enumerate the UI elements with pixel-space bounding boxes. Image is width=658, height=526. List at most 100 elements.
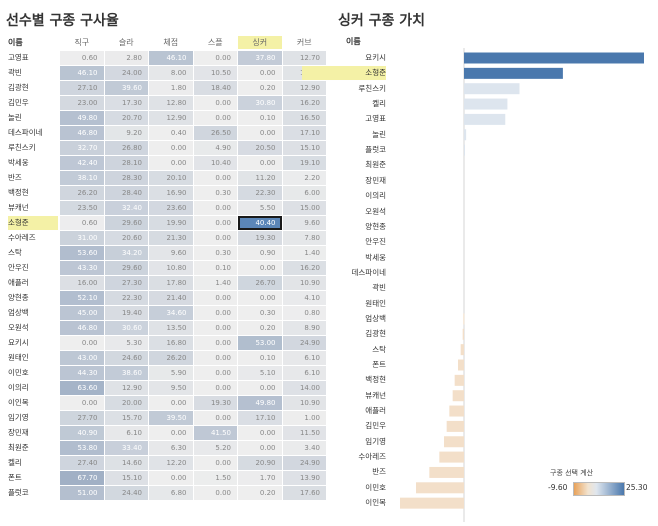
heatmap-cell[interactable]: 12.70 [282,51,326,65]
heatmap-cell[interactable]: 0.00 [193,381,237,395]
heatmap-row-label[interactable]: 백정현 [8,188,29,197]
heatmap-cell[interactable]: 0.20 [238,486,282,500]
bar-22[interactable] [452,390,464,402]
heatmap-cell[interactable]: 6.10 [282,351,326,365]
heatmap-cell[interactable]: 3.40 [282,441,326,455]
heatmap-cell[interactable]: 53.00 [238,336,282,350]
bar-category-label[interactable]: 플럿코 [365,145,386,155]
heatmap-cell[interactable]: 0.00 [193,411,237,425]
heatmap-cell[interactable]: 22.30 [238,186,282,200]
heatmap-cell[interactable]: 46.10 [60,66,104,80]
bar-6[interactable] [464,144,465,156]
heatmap-cell[interactable]: 14.60 [104,456,148,470]
heatmap-cell[interactable]: 41.50 [193,426,237,440]
heatmap-cell[interactable]: 43.00 [60,351,104,365]
heatmap-cell[interactable]: 0.00 [193,291,237,305]
heatmap-cell[interactable]: 15.10 [282,141,326,155]
heatmap-row-label[interactable]: 이인복 [8,398,29,407]
heatmap-row-label[interactable]: 스탁 [8,248,22,257]
heatmap-cell[interactable]: 23.50 [60,201,104,215]
heatmap-cell[interactable]: 0.00 [193,366,237,380]
heatmap-cell[interactable]: 21.40 [149,291,193,305]
heatmap-cell[interactable]: 20.60 [104,231,148,245]
heatmap-row-label[interactable]: 요키시 [8,338,29,347]
heatmap-cell[interactable]: 32.40 [104,201,148,215]
heatmap-cell[interactable]: 6.80 [149,486,193,500]
heatmap-cell[interactable]: 38.60 [104,366,148,380]
bar-category-label[interactable]: 고영표 [365,114,386,124]
heatmap-cell[interactable]: 51.00 [60,486,104,500]
bar-category-label[interactable]: 데스파이네 [351,267,387,277]
heatmap-cell[interactable]: 26.20 [149,351,193,365]
heatmap-cell[interactable]: 0.00 [149,141,193,155]
heatmap-cell[interactable]: 9.60 [149,246,193,260]
heatmap-column-header[interactable]: 직구 [74,38,90,47]
heatmap-cell[interactable]: 16.80 [149,336,193,350]
heatmap-cell[interactable]: 0.80 [282,306,326,320]
bar-category-label[interactable]: 켈리 [372,99,386,109]
heatmap-row-label[interactable]: 김광현 [8,83,29,92]
heatmap-cell[interactable]: 0.60 [60,51,104,65]
heatmap-cell[interactable]: 32.70 [60,141,104,155]
heatmap-cell[interactable]: 46.80 [60,321,104,335]
heatmap-cell[interactable]: 20.00 [104,396,148,410]
heatmap-cell[interactable]: 0.00 [238,291,282,305]
heatmap-cell[interactable]: 12.90 [104,381,148,395]
bar-category-label[interactable]: 스탁 [372,344,386,354]
bar-category-label[interactable]: 뷰캐넌 [365,390,386,400]
bar-category-label[interactable]: 수아레즈 [358,452,386,462]
heatmap-cell[interactable]: 1.50 [193,471,237,485]
heatmap-cell[interactable]: 0.00 [193,201,237,215]
bar-category-label[interactable]: 놀린 [372,129,386,139]
heatmap-cell[interactable]: 16.20 [282,96,326,110]
heatmap-cell[interactable]: 0.00 [149,471,193,485]
heatmap-cell[interactable]: 0.00 [238,126,282,140]
bar-27[interactable] [429,466,464,478]
heatmap-cell[interactable]: 40.90 [60,426,104,440]
heatmap-cell[interactable]: 26.70 [238,276,282,290]
heatmap-cell[interactable]: 46.10 [149,51,193,65]
heatmap-row-label[interactable]: 루친스키 [8,143,36,152]
heatmap-row-label[interactable]: 이민호 [8,368,29,377]
heatmap-cell[interactable]: 29.60 [104,261,148,275]
bar-category-label[interactable]: 김민우 [365,421,386,431]
heatmap-cell[interactable]: 26.20 [60,186,104,200]
bar-category-label[interactable]: 박세웅 [365,252,386,262]
heatmap-cell[interactable]: 13.50 [149,321,193,335]
heatmap-cell[interactable]: 0.00 [238,261,282,275]
heatmap-cell[interactable]: 39.60 [104,81,148,95]
heatmap-cell[interactable]: 0.00 [193,336,237,350]
heatmap-cell[interactable]: 39.50 [149,411,193,425]
bar-18[interactable] [462,328,464,340]
heatmap-cell[interactable]: 23.60 [149,201,193,215]
heatmap-cell[interactable]: 38.10 [60,171,104,185]
heatmap-cell[interactable]: 46.80 [60,126,104,140]
heatmap-cell[interactable]: 17.60 [282,486,326,500]
heatmap-cell[interactable]: 17.10 [238,411,282,425]
heatmap-cell[interactable]: 0.30 [193,246,237,260]
heatmap-cell[interactable]: 11.50 [282,426,326,440]
bar-category-label[interactable]: 폰트 [372,360,386,369]
heatmap-cell[interactable]: 23.00 [60,96,104,110]
heatmap-cell[interactable]: 19.10 [282,156,326,170]
bar-29[interactable] [400,497,464,509]
heatmap-row-label[interactable]: 이의리 [8,383,29,392]
heatmap-cell[interactable]: 0.00 [193,216,237,230]
bar-category-label[interactable]: 오원석 [365,206,386,216]
heatmap-cell[interactable]: 14.00 [282,381,326,395]
bar-25[interactable] [444,436,464,448]
heatmap-cell[interactable]: 16.90 [149,186,193,200]
bar-category-label[interactable]: 곽빈 [372,283,386,293]
heatmap-cell[interactable]: 0.00 [193,231,237,245]
heatmap-cell[interactable]: 20.10 [149,171,193,185]
heatmap-cell[interactable]: 30.80 [238,96,282,110]
heatmap-cell[interactable]: 0.10 [238,111,282,125]
heatmap-row-label[interactable]: 원태인 [8,353,29,362]
heatmap-cell[interactable]: 0.40 [149,126,193,140]
heatmap-cell[interactable]: 18.40 [193,81,237,95]
bar-24[interactable] [446,420,464,432]
heatmap-cell[interactable]: 1.00 [282,411,326,425]
heatmap-row-label[interactable]: 임기영 [8,413,29,422]
heatmap-cell[interactable]: 26.50 [193,126,237,140]
heatmap-cell[interactable]: 10.90 [282,396,326,410]
